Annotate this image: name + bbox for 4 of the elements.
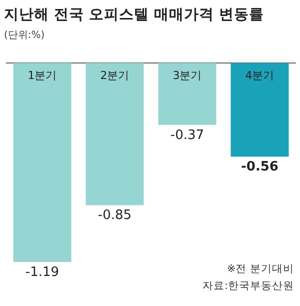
title: 지난해 전국 오피스텔 매매가격 변동률 [4, 7, 264, 23]
subtitle: (단위:%) [4, 30, 45, 41]
annotation: 자료:한국부동산원 [202, 280, 294, 292]
annotation: ※전 분기대비 [226, 263, 294, 275]
